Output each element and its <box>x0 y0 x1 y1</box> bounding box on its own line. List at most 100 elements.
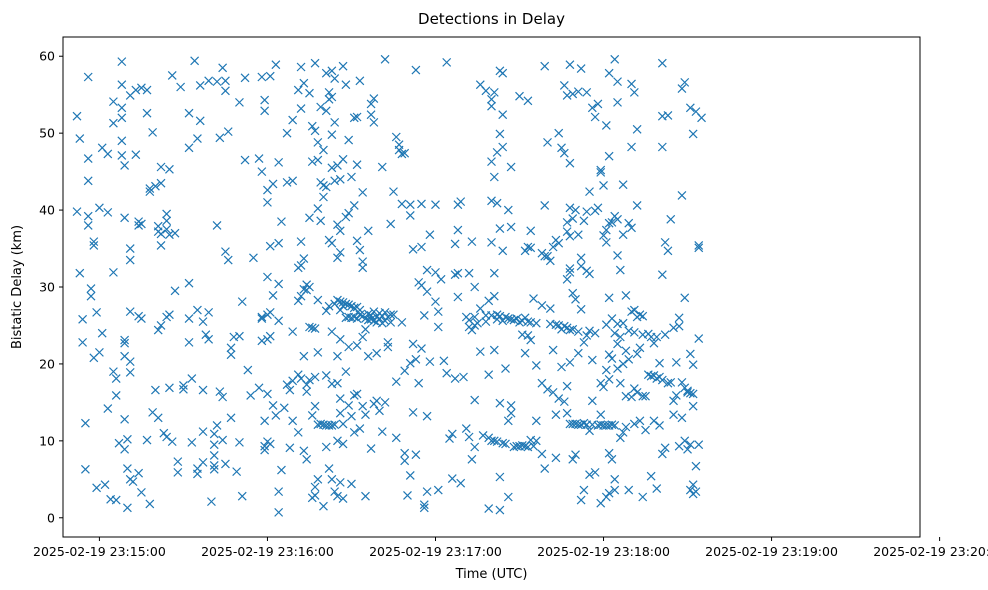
data-point <box>319 192 328 202</box>
data-point <box>551 453 561 463</box>
data-point <box>394 145 404 155</box>
data-point <box>601 365 611 375</box>
data-point <box>655 358 664 368</box>
data-point <box>391 377 401 387</box>
data-point <box>173 467 183 477</box>
data-point <box>481 86 491 96</box>
data-point <box>372 348 382 358</box>
data-point <box>599 181 608 190</box>
data-point <box>627 79 636 89</box>
data-point <box>613 364 622 373</box>
data-point <box>495 224 505 233</box>
data-point <box>176 82 186 92</box>
data-point <box>330 74 340 83</box>
data-point <box>338 154 348 164</box>
data-point <box>257 314 267 323</box>
data-point <box>573 420 583 430</box>
data-point <box>165 310 174 320</box>
data-point <box>80 464 90 474</box>
data-point <box>288 327 298 337</box>
data-point <box>184 143 194 153</box>
data-point <box>89 237 99 247</box>
data-point <box>411 354 421 364</box>
data-point <box>520 348 530 358</box>
data-point <box>593 203 603 213</box>
data-point <box>316 216 326 226</box>
data-point <box>503 492 513 502</box>
x-tick-label: 2025-02-19 23:15:00 <box>33 544 166 559</box>
data-point <box>134 468 144 478</box>
x-axis: 2025-02-19 23:15:00 2025-02-19 23:16:00 20… <box>33 537 988 559</box>
data-point <box>288 416 298 426</box>
data-point <box>450 239 460 249</box>
data-point <box>635 343 645 353</box>
data-point <box>260 95 270 105</box>
data-point <box>120 213 130 223</box>
data-point <box>590 112 600 122</box>
data-point <box>587 355 597 365</box>
data-point <box>333 253 342 263</box>
data-point <box>419 311 429 320</box>
y-axis: 0 10 20 30 40 50 60 <box>39 49 63 525</box>
data-point <box>590 328 600 338</box>
data-point <box>610 328 620 338</box>
data-point <box>660 237 670 247</box>
data-point <box>86 291 96 301</box>
data-point <box>604 68 614 78</box>
data-point <box>604 448 614 458</box>
data-point <box>562 381 572 391</box>
data-point <box>375 406 384 416</box>
data-point <box>313 204 323 213</box>
data-point <box>355 76 365 86</box>
data-point <box>274 487 284 497</box>
data-point <box>671 391 681 400</box>
data-point <box>120 335 130 345</box>
data-point <box>89 241 99 250</box>
data-point <box>117 103 127 113</box>
data-point <box>296 62 306 72</box>
data-point <box>680 293 690 303</box>
data-point <box>288 176 298 186</box>
data-point <box>162 432 172 442</box>
data-point <box>537 301 547 310</box>
data-point <box>265 439 275 449</box>
data-point <box>265 331 275 341</box>
data-point <box>601 121 611 130</box>
data-point <box>327 421 337 430</box>
data-point <box>545 256 555 266</box>
data-point <box>669 410 678 420</box>
data-point <box>296 104 306 113</box>
data-point <box>632 201 642 210</box>
data-point <box>627 223 636 233</box>
data-point <box>285 385 295 395</box>
data-point <box>108 267 118 277</box>
data-point <box>310 58 320 68</box>
data-point <box>568 89 578 99</box>
data-point <box>299 78 309 88</box>
data-point <box>78 337 88 347</box>
data-point <box>355 424 365 433</box>
data-point <box>103 404 113 413</box>
data-point <box>442 57 452 67</box>
data-point <box>629 327 639 337</box>
data-point <box>128 477 138 487</box>
data-point <box>386 317 396 327</box>
data-point <box>635 416 645 426</box>
data-point <box>279 403 289 413</box>
data-point <box>327 327 337 337</box>
data-point <box>184 337 194 347</box>
data-point <box>263 197 272 207</box>
data-point <box>531 361 541 370</box>
data-point <box>232 467 242 477</box>
data-point <box>209 461 219 470</box>
data-point <box>167 71 177 80</box>
data-point <box>585 269 594 279</box>
data-point <box>293 85 303 95</box>
data-point <box>307 157 317 167</box>
data-point <box>327 92 337 102</box>
data-point <box>568 324 578 334</box>
data-point <box>515 317 524 327</box>
data-point <box>663 378 673 388</box>
data-point <box>680 77 690 87</box>
data-point <box>495 129 505 139</box>
